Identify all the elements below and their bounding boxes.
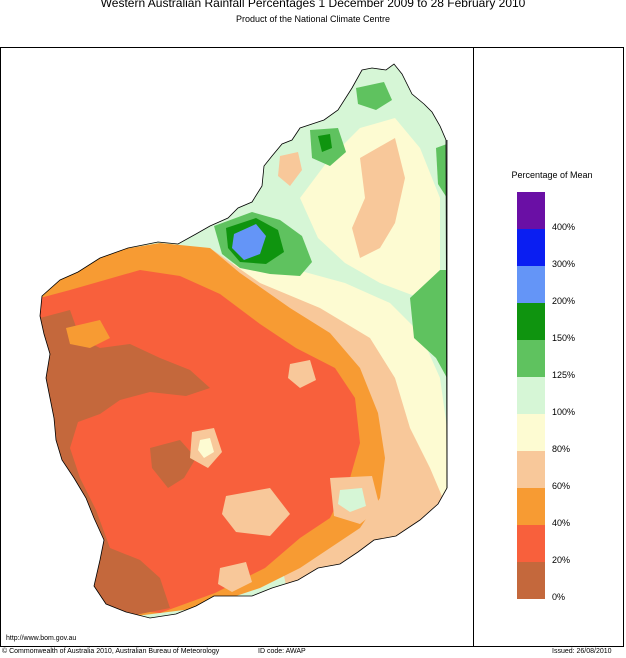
zone-green-east [410, 270, 447, 378]
legend-label: 300% [552, 259, 576, 269]
legend-swatch-0 [517, 192, 545, 229]
footer-copyright: © Commonwealth of Australia 2010, Austra… [2, 648, 220, 655]
map-subtitle: Product of the National Climate Centre [235, 14, 391, 24]
zone-blue-inland [232, 224, 266, 260]
zone-peach-patch-coast [218, 562, 252, 592]
map-title: Western Australian Rainfall Percentages … [100, 0, 526, 10]
zone-green-north-1 [356, 82, 392, 110]
legend-swatch-3 [517, 303, 545, 340]
legend-swatch-8 [517, 488, 545, 525]
legend-label: 60% [552, 481, 571, 491]
legend-divider [473, 47, 474, 647]
zone-cream-patch-central [198, 438, 214, 458]
legend-swatch-1 [517, 229, 545, 266]
legend-label: 80% [552, 444, 571, 454]
zone-orange-patch-west [66, 320, 110, 348]
zone-peach-patch-south [222, 488, 290, 536]
legend-swatch-9 [517, 525, 545, 562]
legend-swatch-10 [517, 562, 545, 599]
legend-label: 20% [552, 555, 571, 565]
legend-label: 400% [552, 222, 576, 232]
zone-peach-patch-east [288, 360, 316, 388]
legend-label: 200% [552, 296, 576, 306]
legend-label: 100% [552, 407, 576, 417]
footer-issued: Issued: 26/08/2010 [552, 648, 612, 655]
legend-title: Percentage of Mean [511, 170, 593, 180]
zone-peach-dampier [278, 152, 302, 186]
map-frame [0, 47, 624, 647]
legend-swatch-2 [517, 266, 545, 303]
zone-brown-south [150, 440, 196, 488]
footer-url[interactable]: http://www.bom.gov.au [6, 635, 77, 642]
legend-swatch-5 [517, 377, 545, 414]
legend-swatch-6 [517, 414, 545, 451]
rainfall-map [39, 63, 448, 619]
zone-pale-green-patch-southeast [338, 488, 366, 512]
zone-dark-green-north [318, 134, 332, 152]
zone-peach-north [352, 138, 405, 258]
legend-label: 150% [552, 333, 576, 343]
legend-label: 0% [552, 592, 566, 602]
zone-green-northeast [436, 144, 447, 198]
legend-label: 40% [552, 518, 571, 528]
legend-swatch-4 [517, 340, 545, 377]
legend-swatch-7 [517, 451, 545, 488]
legend-label: 125% [552, 370, 576, 380]
footer-id-code: ID code: AWAP [258, 648, 306, 655]
